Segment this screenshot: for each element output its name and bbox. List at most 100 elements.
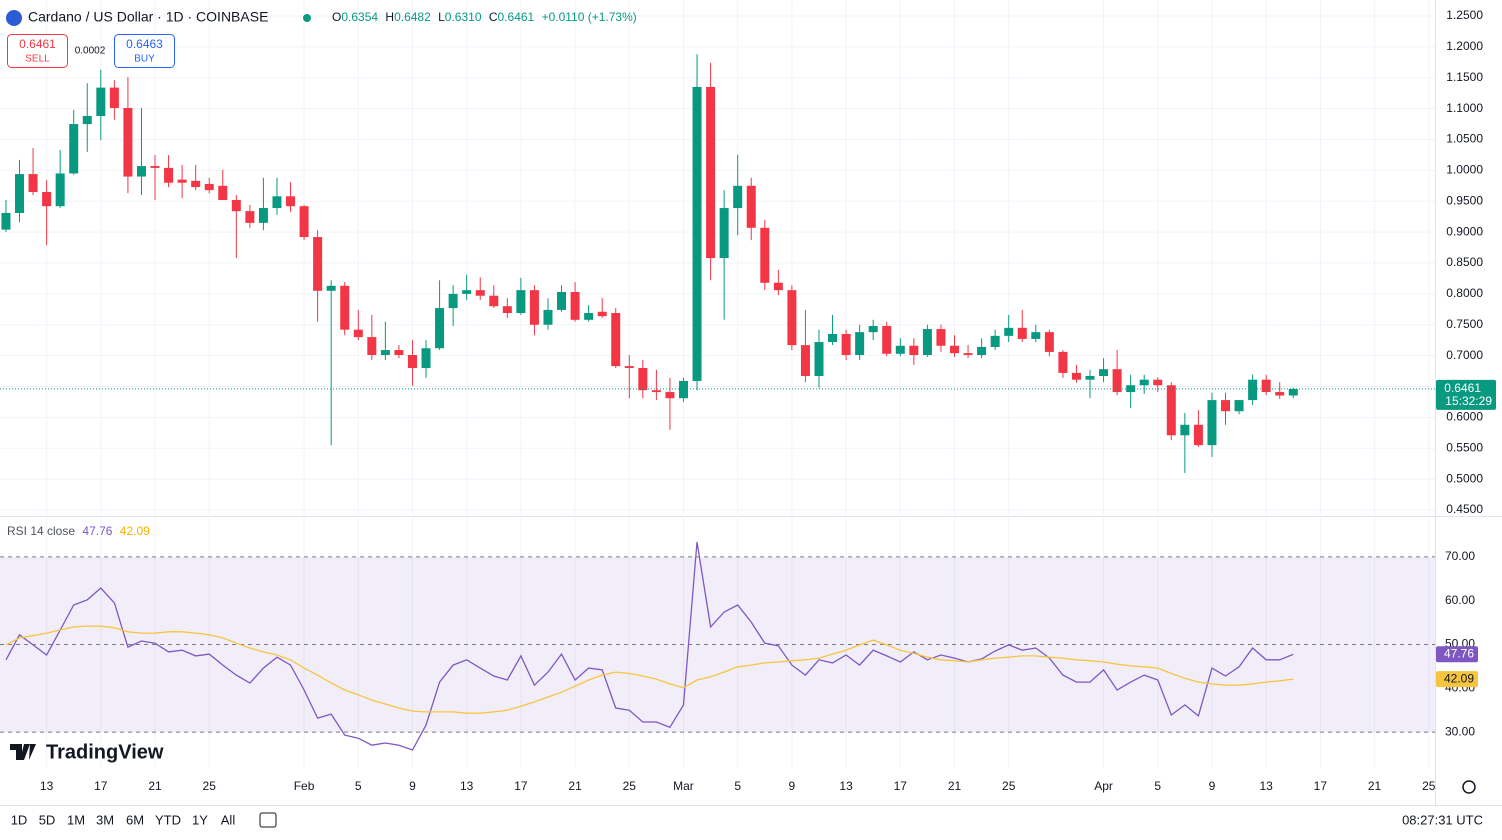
candle-body [462,290,472,294]
range-button[interactable]: YTD [155,812,181,827]
ohlc-value: 0.6461 [498,10,535,24]
candle-body [1058,351,1068,373]
candle-body [787,290,797,346]
brand-logo: TradingView [10,741,164,763]
y-tick-label: 0.6000 [1446,410,1483,424]
candle-body [28,174,38,192]
candle-body [706,87,716,259]
sell-box[interactable] [7,34,68,68]
candle-body [164,167,174,183]
candle-body [1234,400,1244,412]
candle-body [611,313,621,367]
market-status [303,14,311,22]
sell-label[interactable]: SELL [25,54,50,65]
candle-body [489,295,499,307]
y-tick-label: 1.0000 [1446,163,1483,177]
candle-body [15,174,25,213]
candle-body [1031,332,1041,339]
range-button[interactable]: 6M [126,812,144,827]
candle-body [177,179,187,183]
sell-button[interactable]: 0.6461 SELL [7,34,68,68]
rsi-tick-label: 60.00 [1445,593,1475,607]
candle-body [719,208,729,259]
y-tick-label: 0.7500 [1446,317,1483,331]
x-tick-label: 17 [514,779,528,793]
x-tick-label: 9 [789,779,796,793]
candle-body [1,212,11,230]
candle-body [191,180,201,188]
rsi-value-box [1436,671,1478,688]
candle-body [1085,375,1095,380]
last-price: 0.6461 [1444,381,1481,395]
candle-body [69,124,79,174]
range-button[interactable]: All [221,812,236,827]
x-tick-label: 5 [355,779,362,793]
candle-body [82,116,92,125]
candle-body [1275,392,1285,396]
spread: 0.0002 [75,46,106,57]
candle-body [990,335,1000,347]
range-button[interactable]: 1D [11,812,28,827]
last-price-box [1436,379,1496,410]
y-tick-label: 1.2500 [1446,8,1483,22]
candle-body [313,237,323,291]
candle-body [1044,332,1054,352]
x-tick-label: 17 [1314,779,1328,793]
x-tick-label: Feb [294,779,315,793]
candle-body [96,87,106,117]
brand-icon [10,744,36,760]
candle-body [123,108,133,177]
ohlc-label: H [385,10,394,24]
candle-body [1112,369,1122,393]
x-tick-label: 9 [1209,779,1216,793]
candle-body [597,311,607,317]
candle-body [407,355,417,368]
candle-body [1180,424,1190,436]
candle-body [1261,379,1271,393]
buy-label[interactable]: BUY [134,54,155,65]
candle-body [353,329,363,338]
rsi-line [5,541,1294,751]
x-tick-label: 25 [1002,779,1016,793]
candle-body [136,166,146,177]
range-button[interactable]: 5D [39,812,56,827]
candle-body [936,329,946,346]
rsi-axis-value: 47.76 [1444,646,1474,660]
candle-body [678,380,688,399]
marks [0,54,1435,751]
candle-body [570,292,580,320]
buy-box[interactable] [114,34,175,68]
candle-body [773,282,783,291]
candle-body [1207,400,1217,446]
x-tick-label: 5 [1154,779,1161,793]
x-tick-label: 25 [1422,779,1436,793]
ohlc-label: O [332,10,341,24]
settings-icon[interactable] [1462,780,1476,794]
ohlc-label: L [438,10,445,24]
ohlc-value: 0.6354 [341,10,378,24]
candle-body [557,292,567,310]
rsi-value: 47.76 [82,524,112,538]
candle-body [814,342,824,376]
x-tick-label: Mar [673,779,694,793]
buy-price[interactable]: 0.6463 [126,37,163,51]
range-button[interactable]: 1M [67,812,85,827]
rsi-tick-label: 30.00 [1445,724,1475,738]
buy-button[interactable]: 0.6463 BUY [114,34,175,68]
candle-body [746,185,756,228]
candle-body [258,208,268,223]
range-button[interactable]: 1Y [192,812,208,827]
candle-body [475,290,485,296]
y-tick-label: 1.0500 [1446,132,1483,146]
sell-price[interactable]: 0.6461 [19,37,56,51]
candle-body [692,87,702,381]
range-button[interactable]: 3M [96,812,114,827]
candle-body [651,390,661,393]
date-range-icon[interactable] [259,812,277,828]
candle-body [733,185,743,209]
x-tick-label: 13 [40,779,54,793]
y-tick-label: 0.7000 [1446,348,1483,362]
change: +0.0110 (+1.73%) [542,10,637,24]
y-tick-label: 0.8500 [1446,255,1483,269]
candle-body [949,345,959,354]
